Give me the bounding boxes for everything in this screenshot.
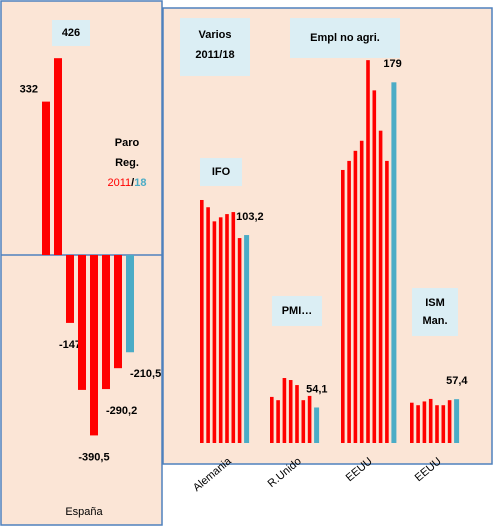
bar [78,255,86,390]
bar [391,82,397,443]
bar [385,160,389,443]
bar [200,199,204,443]
value-label: 54,1 [306,383,327,395]
bar [353,150,358,443]
value-label: 103,2 [236,211,264,223]
bar [231,212,236,443]
bar [416,405,420,443]
period-sep: / [131,177,134,189]
period-start: 2011 [108,177,132,189]
label-box [200,158,242,186]
value-label: -147 [59,339,81,351]
bar [66,255,74,323]
group-name: IFO [212,166,231,178]
group-name: ISM Man. [422,297,447,327]
bar [441,405,446,443]
bar [276,400,280,443]
bar [288,380,293,443]
label-box [412,288,458,336]
chart-title-1: Varios 2011/18 [195,29,234,61]
bar [270,396,274,443]
bar [54,58,62,255]
right-panel [162,7,493,465]
bar [428,398,433,443]
bar [282,378,287,443]
group-name: Empl no agri. [310,32,380,44]
bar [295,385,299,443]
bar [42,101,50,255]
group-name: PMI… [282,305,313,317]
left-subtitle: Reg. [115,157,139,169]
bar [301,400,306,443]
bar [372,90,377,443]
left-title: Paro [115,137,140,149]
bar [347,160,351,443]
bar [410,402,414,443]
label-box [290,18,400,58]
bar [422,401,427,443]
bar [341,169,345,443]
bar [307,395,312,443]
bar [212,221,217,443]
bar [314,407,320,443]
bar [435,405,439,443]
bar [218,217,223,443]
bar [244,235,250,443]
left-category: España [65,506,103,518]
bar [359,140,364,443]
value-label: 179 [383,58,401,70]
bar [237,238,242,443]
value-label: -290,2 [106,405,137,417]
bar [454,399,460,443]
bar [378,130,383,444]
bar [102,255,110,390]
bar [90,255,98,436]
bar [126,255,134,353]
value-label: -210,5 [130,368,161,380]
bar [206,207,210,443]
bar [225,214,229,443]
label-box [272,296,322,326]
value-label: 426 [62,27,80,39]
title-box [180,18,250,76]
value-label: -390,5 [78,451,109,463]
bar [114,255,122,369]
chart-title: Varios 2011/18 [195,29,234,61]
bar [366,60,370,444]
bar [447,400,452,443]
left-period: 2011/18 [108,177,147,189]
value-label: 332 [20,84,38,96]
label-box [52,20,90,46]
period-end: 18 [134,177,146,189]
value-label: 57,4 [446,375,468,387]
